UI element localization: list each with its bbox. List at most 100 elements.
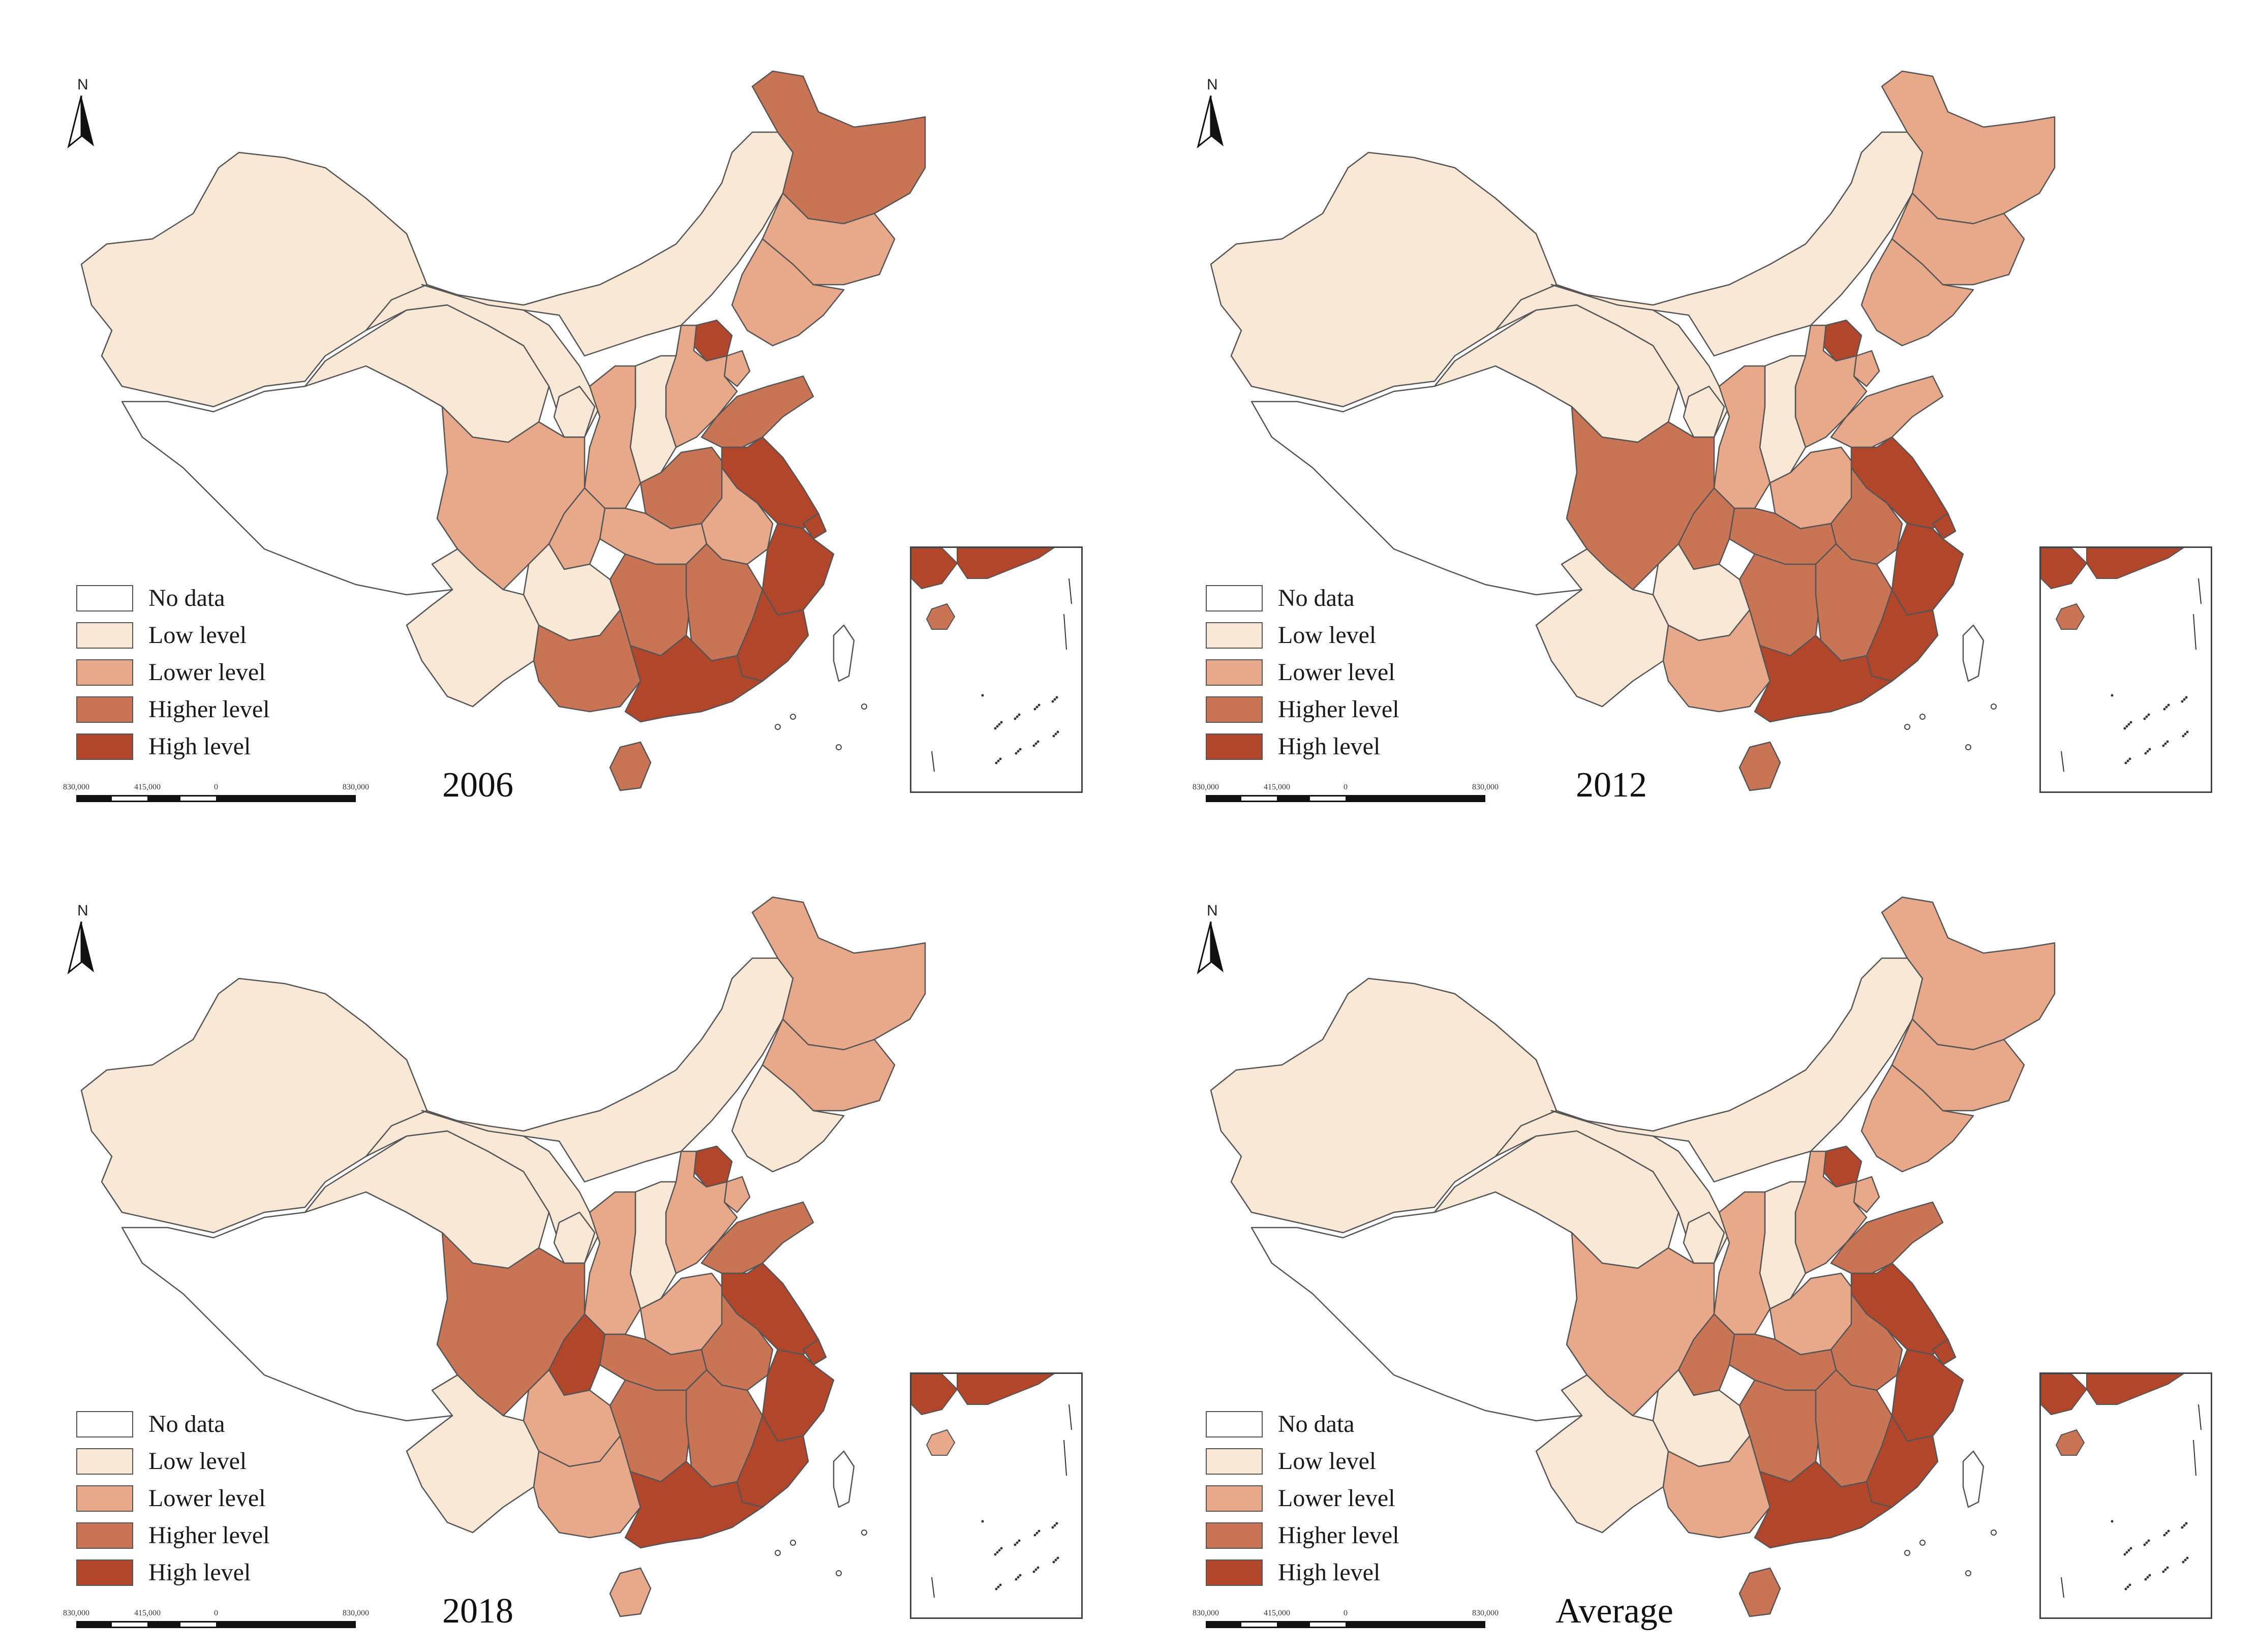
scale-label: 830,000 — [1472, 1609, 1499, 1617]
scale-label: 0 — [214, 783, 218, 791]
north-label: N — [77, 76, 88, 93]
island-marker — [1904, 724, 1910, 730]
legend-item-nodata: No data — [76, 579, 270, 617]
legend-swatch — [76, 659, 133, 686]
map-panel-1: N No data Low level Lower level Higher level… — [0, 0, 1130, 826]
island-marker — [1965, 744, 1971, 750]
map-panel-2: N No data Low level Lower level Higher level… — [1130, 0, 2259, 826]
map-panel-3: N No data Low level Lower level Higher level… — [0, 826, 1130, 1652]
legend-label: No data — [1278, 1410, 1355, 1437]
scale-label: 830,000 — [1193, 783, 1219, 791]
legend-item-higher: Higher level — [76, 1517, 270, 1554]
legend-item-low: Low level — [76, 617, 270, 654]
legend-swatch — [1206, 1448, 1263, 1475]
province-liaoning — [731, 1064, 845, 1173]
scale-bar: 830,000 415,000 0 830,000 — [1193, 783, 1499, 805]
scale-label: 415,000 — [1264, 783, 1290, 791]
island-marker — [1904, 1550, 1910, 1556]
legend-label: Higher level — [148, 695, 270, 723]
north-arrow-icon: N — [1196, 76, 1226, 148]
legend-swatch — [76, 622, 133, 649]
legend-label: Lower level — [1278, 658, 1395, 686]
south-china-sea-inset — [910, 1372, 1083, 1619]
legend-swatch — [76, 1411, 133, 1437]
province-taiwan — [833, 1450, 855, 1508]
province-guangxi — [1662, 609, 1771, 713]
legend-swatch — [1206, 1522, 1263, 1549]
legend-swatch — [1206, 696, 1263, 723]
china-choropleth-map — [1210, 70, 2056, 791]
legend-label: No data — [148, 1410, 225, 1437]
legend-swatch — [76, 1448, 133, 1475]
legend-label: Low level — [148, 1447, 247, 1475]
legend-swatch — [1206, 733, 1263, 760]
legend-label: No data — [148, 584, 225, 611]
province-heilongjiang — [1881, 70, 2056, 225]
province-sichuan — [436, 1232, 586, 1417]
legend-label: Low level — [148, 621, 247, 649]
map-panel-4: N No data Low level Lower level Higher level… — [1130, 826, 2259, 1652]
north-label: N — [1207, 902, 1218, 919]
legend-label: Higher level — [1278, 695, 1399, 723]
scale-label: 830,000 — [343, 1609, 369, 1617]
panel-year-label: 2006 — [442, 766, 513, 805]
legend-label: No data — [1278, 584, 1355, 611]
province-yunnan — [1535, 548, 1669, 708]
scale-label: 830,000 — [1472, 783, 1499, 791]
legend-swatch — [1206, 622, 1263, 649]
island-marker — [790, 714, 796, 720]
china-choropleth-map — [80, 70, 926, 791]
scale-label: 415,000 — [134, 783, 161, 791]
panel-year-label: Average — [1555, 1592, 1673, 1631]
province-shaanxi — [1713, 1191, 1771, 1335]
legend-label: Higher level — [148, 1521, 270, 1549]
province-yunnan — [406, 548, 540, 708]
legend-item-higher: Higher level — [1206, 691, 1399, 728]
province-shaanxi — [1713, 365, 1771, 509]
province-guangdong — [1754, 1460, 1893, 1549]
province-hainan — [1738, 741, 1781, 791]
legend-item-low: Low level — [1206, 1443, 1399, 1480]
south-china-sea-inset — [2039, 1372, 2212, 1619]
north-label: N — [1207, 76, 1218, 93]
island-marker — [775, 724, 781, 730]
legend-swatch — [76, 1485, 133, 1512]
province-zhejiang — [761, 523, 835, 616]
scale-label: 830,000 — [63, 1609, 89, 1617]
island-marker — [1919, 714, 1926, 720]
legend-swatch — [1206, 1411, 1263, 1437]
legend-swatch — [1206, 659, 1263, 686]
province-guangxi — [533, 609, 642, 713]
map-legend: No data Low level Lower level Higher level H… — [76, 1405, 270, 1591]
province-sichuan — [1566, 406, 1715, 591]
province-heilongjiang — [1881, 896, 2056, 1051]
province-hainan — [609, 741, 652, 791]
province-shanghai — [802, 1338, 827, 1366]
legend-item-lower: Lower level — [76, 1480, 270, 1517]
province-heilongjiang — [751, 896, 926, 1051]
legend-label: Lower level — [1278, 1484, 1395, 1512]
map-legend: No data Low level Lower level Higher level H… — [1206, 579, 1399, 765]
province-shaanxi — [584, 365, 642, 509]
legend-swatch — [1206, 1485, 1263, 1512]
province-guangdong — [624, 1460, 764, 1549]
legend-label: High level — [1278, 1558, 1381, 1586]
province-taiwan — [1962, 624, 1985, 682]
legend-item-high: High level — [1206, 1554, 1399, 1591]
legend-item-low: Low level — [76, 1443, 270, 1480]
island-marker — [1991, 703, 1997, 710]
legend-item-higher: Higher level — [76, 691, 270, 728]
scale-bar: 830,000 415,000 0 830,000 — [63, 783, 369, 805]
province-liaoning — [1860, 1064, 1974, 1173]
china-choropleth-map — [1210, 896, 2056, 1617]
province-zhejiang — [761, 1349, 835, 1442]
province-sichuan — [1566, 1232, 1715, 1417]
province-zhejiang — [1891, 1349, 1964, 1442]
legend-item-higher: Higher level — [1206, 1517, 1399, 1554]
province-hainan — [609, 1567, 652, 1617]
province-liaoning — [1860, 238, 1974, 347]
north-label: N — [77, 902, 88, 919]
province-liaoning — [731, 238, 845, 347]
legend-item-high: High level — [76, 1554, 270, 1591]
